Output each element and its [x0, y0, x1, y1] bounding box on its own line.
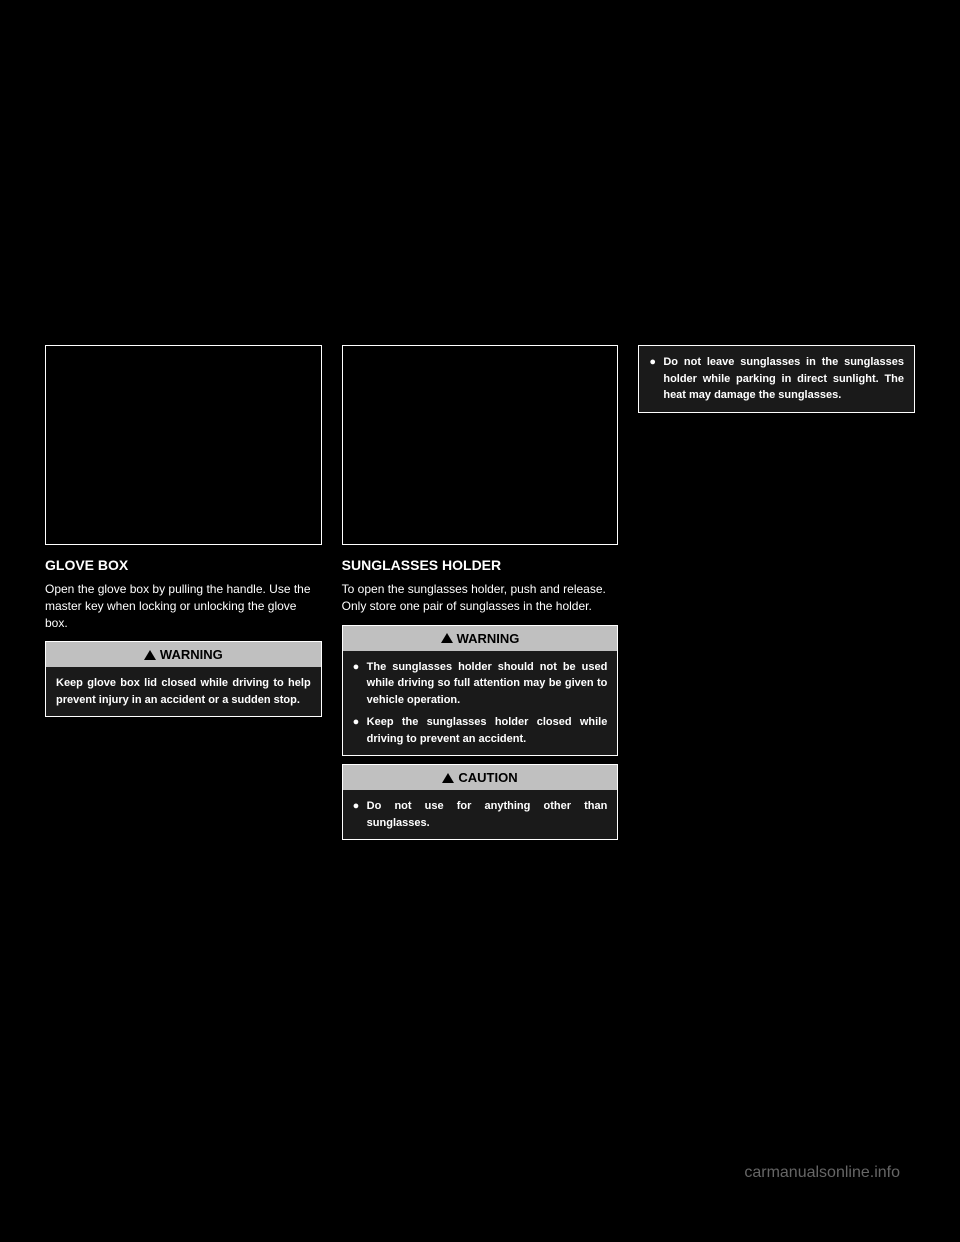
- caution-continued: Do not leave sunglasses in the sunglasse…: [638, 345, 915, 413]
- warning-header: WARNING: [343, 626, 618, 651]
- caution-body: Do not use for anything other than sungl…: [343, 790, 618, 839]
- watermark: carmanualsonline.info: [744, 1164, 900, 1182]
- glove-box-warning: WARNING Keep glove box lid closed while …: [45, 641, 322, 717]
- warning-body: Keep glove box lid closed while driving …: [46, 667, 321, 716]
- glove-box-description: Open the glove box by pulling the handle…: [45, 581, 322, 631]
- caution-item: Do not leave sunglasses in the sunglasse…: [649, 354, 904, 404]
- glove-box-heading: GLOVE BOX: [45, 557, 322, 573]
- sunglasses-holder-image: [342, 345, 619, 545]
- caution-item: Do not use for anything other than sungl…: [353, 798, 608, 831]
- manual-page: GLOVE BOX Open the glove box by pulling …: [45, 345, 915, 848]
- sunglasses-warning: WARNING The sunglasses holder should not…: [342, 625, 619, 757]
- warning-header: WARNING: [46, 642, 321, 667]
- column-3: Do not leave sunglasses in the sunglasse…: [638, 345, 915, 848]
- warning-title: WARNING: [160, 647, 223, 662]
- warning-item: The sunglasses holder should not be used…: [353, 659, 608, 709]
- caution-header: CAUTION: [343, 765, 618, 790]
- column-2: SUNGLASSES HOLDER To open the sunglasses…: [342, 345, 619, 848]
- warning-body: The sunglasses holder should not be used…: [343, 651, 618, 756]
- glove-box-image: [45, 345, 322, 545]
- sunglasses-caution: CAUTION Do not use for anything other th…: [342, 764, 619, 840]
- warning-item: Keep the sunglasses holder closed while …: [353, 714, 608, 747]
- warning-icon: [144, 650, 156, 660]
- column-1: GLOVE BOX Open the glove box by pulling …: [45, 345, 322, 848]
- warning-title: WARNING: [457, 631, 520, 646]
- caution-title: CAUTION: [458, 770, 517, 785]
- warning-icon: [441, 633, 453, 643]
- sunglasses-heading: SUNGLASSES HOLDER: [342, 557, 619, 573]
- caution-icon: [442, 773, 454, 783]
- sunglasses-description: To open the sunglasses holder, push and …: [342, 581, 619, 615]
